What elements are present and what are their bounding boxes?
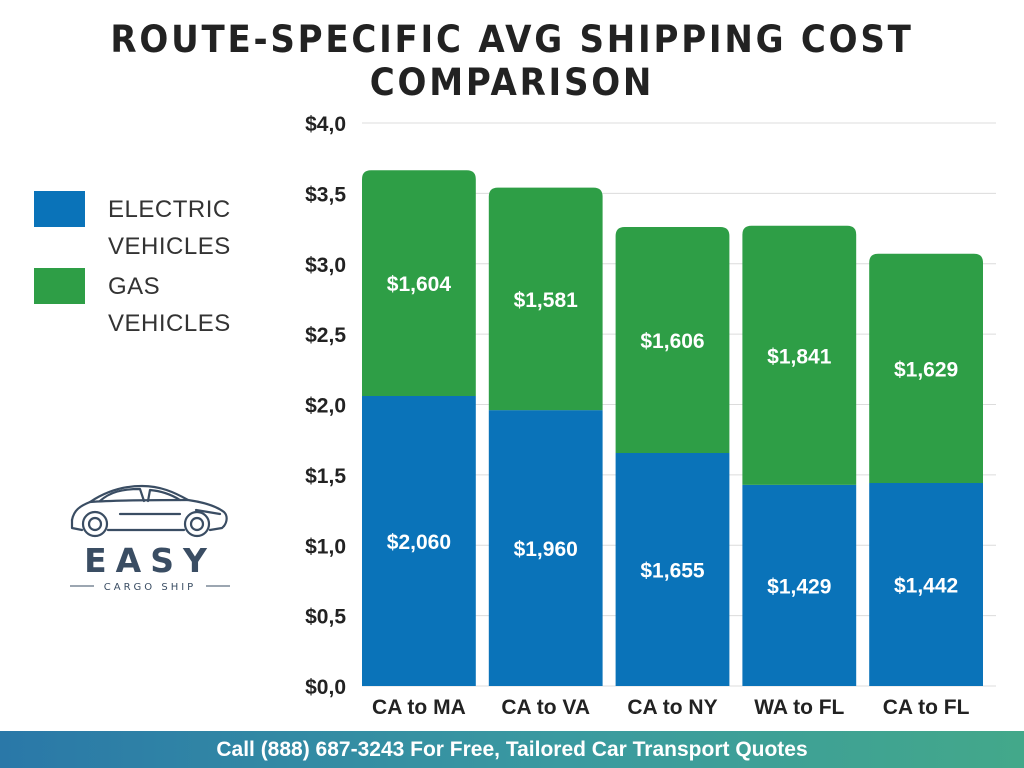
footer-cta-banner: Call (888) 687-3243 For Free, Tailored C… — [0, 731, 1024, 768]
data-label: $1,655 — [640, 560, 705, 583]
y-tick-label: $4,0 — [305, 113, 346, 136]
bar-segment — [869, 483, 983, 686]
bar-segment — [869, 253, 983, 484]
data-label: $1,604 — [387, 273, 452, 296]
legend-label-gas: GAS VEHICLES — [108, 268, 278, 342]
y-tick-label: $2,5 — [305, 324, 346, 347]
x-tick-label: CA to NY — [627, 696, 717, 719]
legend-swatch-electric — [34, 191, 85, 227]
legend-label-electric: ELECTRIC VEHICLES — [108, 191, 278, 265]
easy-cargo-ship-logo: EASY CARGO SHIP — [70, 484, 230, 593]
bar-segment — [742, 225, 857, 485]
legend-label-electric-line1: ELECTRIC — [108, 196, 231, 223]
logo-brand-text: EASY — [84, 541, 216, 580]
logo-subtitle-text: CARGO SHIP — [104, 582, 196, 593]
legend-label-gas-line2: VEHICLES — [108, 310, 231, 337]
y-tick-label: $1,5 — [305, 465, 346, 488]
legend-label-electric-line2: VEHICLES — [108, 233, 231, 260]
y-tick-label: $1,0 — [305, 535, 346, 558]
legend-label-gas-line1: GAS — [108, 273, 161, 300]
data-label: $2,060 — [387, 531, 451, 554]
data-label: $1,629 — [894, 358, 958, 381]
y-tick-label: $3,5 — [305, 183, 346, 206]
data-label: $1,581 — [514, 289, 579, 312]
x-tick-label: WA to FL — [754, 696, 844, 719]
chart-title: ROUTE-SPECIFIC AVG SHIPPING COST COMPARI… — [110, 18, 914, 104]
bar-segment — [362, 396, 476, 686]
data-label: $1,442 — [894, 575, 958, 598]
bar-segment — [488, 187, 603, 411]
x-tick-label: CA to MA — [372, 696, 466, 719]
data-label: $1,841 — [767, 345, 832, 368]
bar-segment — [362, 170, 476, 397]
x-tick-label: CA to FL — [883, 696, 970, 719]
bar-segment — [488, 410, 603, 686]
data-label: $1,429 — [767, 575, 831, 598]
data-label: $1,606 — [640, 330, 704, 353]
bar-segment — [615, 453, 730, 686]
y-tick-label: $0,5 — [305, 606, 346, 629]
y-tick-label: $3,0 — [305, 254, 346, 277]
data-label: $1,960 — [514, 538, 578, 561]
stacked-bar-chart: $0,0 $0,5 $1,0 $1,5 $2,0 $2,5 $3,0 $3,5 $4,0 $2,0… — [305, 113, 996, 719]
bar-segment — [615, 227, 730, 454]
bar-segment — [742, 484, 857, 686]
x-tick-label: CA to VA — [501, 696, 590, 719]
legend-swatch-gas — [34, 268, 85, 304]
y-tick-label: $0,0 — [305, 676, 346, 699]
y-tick-label: $2,0 — [305, 395, 346, 418]
car-logo-icon — [70, 484, 228, 538]
